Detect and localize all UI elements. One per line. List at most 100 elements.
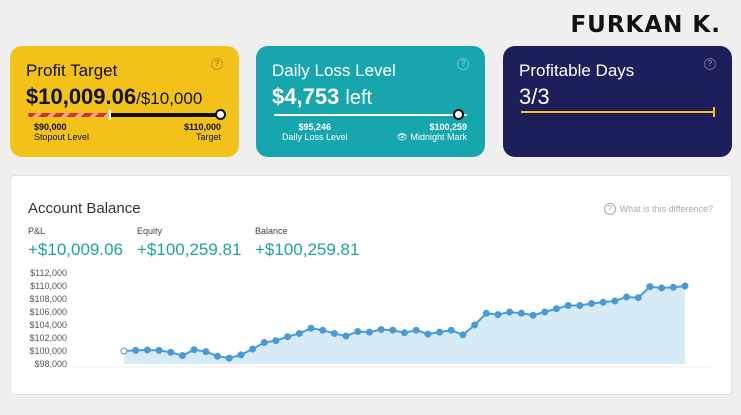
account-balance-panel: Account Balance ? What is this differenc… bbox=[10, 175, 732, 395]
balance-point[interactable] bbox=[564, 302, 572, 309]
balance-point[interactable] bbox=[424, 330, 432, 338]
balance-point[interactable] bbox=[178, 352, 186, 360]
y-tick-label: $108,000 bbox=[29, 294, 67, 304]
balance-point[interactable] bbox=[225, 354, 233, 362]
balance-point[interactable] bbox=[260, 339, 268, 347]
profit-target-goal: /$10,000 bbox=[136, 89, 203, 108]
y-tick-label: $104,000 bbox=[29, 320, 67, 330]
balance-point[interactable] bbox=[552, 305, 560, 313]
daily-loss-level-label: Daily Loss Level bbox=[282, 132, 348, 142]
daily-loss-progress-bar bbox=[274, 109, 467, 120]
balance-point[interactable] bbox=[494, 311, 502, 319]
equity-label: Equity bbox=[137, 226, 163, 236]
daily-loss-title: Daily Loss Level bbox=[272, 61, 396, 80]
balance-point[interactable] bbox=[623, 293, 631, 301]
brand-logo: FURKAN K. bbox=[570, 12, 721, 38]
difference-help-text: What is this difference? bbox=[619, 204, 713, 214]
midnight-mark-value: $100,259 bbox=[429, 122, 467, 132]
profitable-days-end-marker bbox=[713, 107, 715, 117]
y-tick-label: $106,000 bbox=[29, 307, 67, 317]
balance-point[interactable] bbox=[307, 324, 315, 332]
y-tick-label: $110,000 bbox=[30, 281, 67, 291]
y-tick-label: $102,000 bbox=[29, 333, 67, 343]
balance-point[interactable] bbox=[120, 347, 128, 355]
balance-point[interactable] bbox=[646, 283, 654, 291]
account-balance-chart: $112,000 $110,000 $108,000 $106,000 $104,000… bbox=[29, 268, 711, 369]
daily-loss-card: ? Daily Loss Level $4,753 left $95,246 Da… bbox=[256, 46, 485, 157]
difference-help-link[interactable]: ? What is this difference? bbox=[603, 203, 713, 215]
profit-target-help-icon[interactable]: ? bbox=[211, 58, 223, 70]
balance-point[interactable] bbox=[202, 348, 210, 356]
balance-point[interactable] bbox=[284, 333, 292, 341]
balance-point[interactable] bbox=[365, 328, 373, 336]
balance-point[interactable] bbox=[190, 346, 198, 354]
balance-point[interactable] bbox=[447, 326, 455, 334]
daily-loss-help-icon[interactable]: ? bbox=[457, 58, 469, 70]
balance-point[interactable] bbox=[588, 300, 595, 308]
profit-target-labels: $90,000 Stopout Level $110,000 Target bbox=[28, 122, 221, 142]
balance-value: +$100,259.81 bbox=[255, 240, 360, 259]
balance-point[interactable] bbox=[249, 345, 257, 353]
balance-point[interactable] bbox=[167, 348, 175, 356]
balance-point[interactable] bbox=[295, 329, 303, 337]
pnl-value: +$10,009.06 bbox=[28, 240, 124, 259]
balance-point[interactable] bbox=[634, 294, 642, 302]
balance-point[interactable] bbox=[342, 332, 350, 340]
daily-loss-labels: $95,246 Daily Loss Level $100,259 👁 Midnig… bbox=[274, 122, 467, 143]
balance-point[interactable] bbox=[471, 321, 479, 329]
balance-label: Balance bbox=[255, 226, 288, 236]
balance-point[interactable] bbox=[401, 329, 408, 337]
balance-point[interactable] bbox=[143, 346, 151, 354]
midnight-mark-label: Midnight Mark bbox=[410, 132, 467, 142]
profitable-days-progress-fill bbox=[521, 111, 714, 113]
balance-point[interactable] bbox=[389, 326, 397, 334]
daily-loss-suffix: left bbox=[345, 87, 373, 109]
profitable-days-progress-bar bbox=[521, 107, 715, 117]
balance-point[interactable] bbox=[132, 346, 140, 354]
balance-point[interactable] bbox=[529, 311, 537, 319]
balance-point[interactable] bbox=[576, 302, 584, 309]
profit-target-progress-knob bbox=[215, 109, 226, 120]
y-tick-label: $98,000 bbox=[34, 359, 67, 369]
equity-value: +$100,259.81 bbox=[137, 240, 242, 259]
pnl-label: P&L bbox=[28, 226, 46, 236]
profitable-days-help-icon[interactable]: ? bbox=[704, 58, 716, 70]
stopout-level-label: Stopout Level bbox=[34, 132, 90, 142]
daily-loss-value: $4,753 bbox=[272, 84, 340, 109]
balance-point[interactable] bbox=[412, 326, 420, 334]
balance-point[interactable] bbox=[272, 337, 280, 345]
balance-point[interactable] bbox=[155, 346, 163, 354]
balance-point[interactable] bbox=[377, 326, 385, 334]
balance-point[interactable] bbox=[482, 309, 490, 317]
y-tick-label: $112,000 bbox=[30, 268, 67, 278]
balance-point[interactable] bbox=[354, 328, 362, 335]
profit-target-start-marker bbox=[109, 110, 112, 120]
equity-stat: Equity +$100,259.81 bbox=[137, 226, 241, 260]
daily-loss-level-value: $95,246 bbox=[298, 122, 332, 132]
balance-point[interactable] bbox=[681, 282, 689, 290]
target-label: Target bbox=[195, 132, 221, 142]
profitable-days-card: ? Profitable Days 3/3 bbox=[503, 46, 732, 157]
balance-point[interactable] bbox=[459, 331, 467, 339]
balance-point[interactable] bbox=[599, 298, 607, 306]
balance-point[interactable] bbox=[658, 284, 666, 292]
balance-point[interactable] bbox=[669, 283, 677, 291]
balance-point[interactable] bbox=[214, 352, 221, 360]
balance-point[interactable] bbox=[506, 308, 514, 316]
daily-loss-value-line: $4,753 left bbox=[272, 84, 469, 110]
eye-icon: 👁 bbox=[396, 132, 411, 142]
balance-point[interactable] bbox=[330, 329, 338, 337]
balance-point[interactable] bbox=[319, 326, 327, 334]
profit-target-progress-bar bbox=[28, 109, 226, 120]
target-value: $110,000 bbox=[183, 122, 221, 132]
balance-point[interactable] bbox=[436, 328, 444, 336]
profit-target-card: ? Profit Target $10,009.06/$10,000 $90,0… bbox=[10, 46, 239, 157]
balance-stat: Balance +$100,259.81 bbox=[255, 226, 359, 260]
balance-point[interactable] bbox=[237, 351, 245, 359]
balance-point[interactable] bbox=[517, 309, 525, 317]
daily-loss-progress-knob bbox=[453, 109, 465, 120]
balance-point[interactable] bbox=[541, 308, 549, 316]
profit-target-title: Profit Target bbox=[26, 61, 118, 80]
balance-point[interactable] bbox=[611, 297, 619, 305]
y-tick-label: $100,000 bbox=[29, 346, 67, 356]
